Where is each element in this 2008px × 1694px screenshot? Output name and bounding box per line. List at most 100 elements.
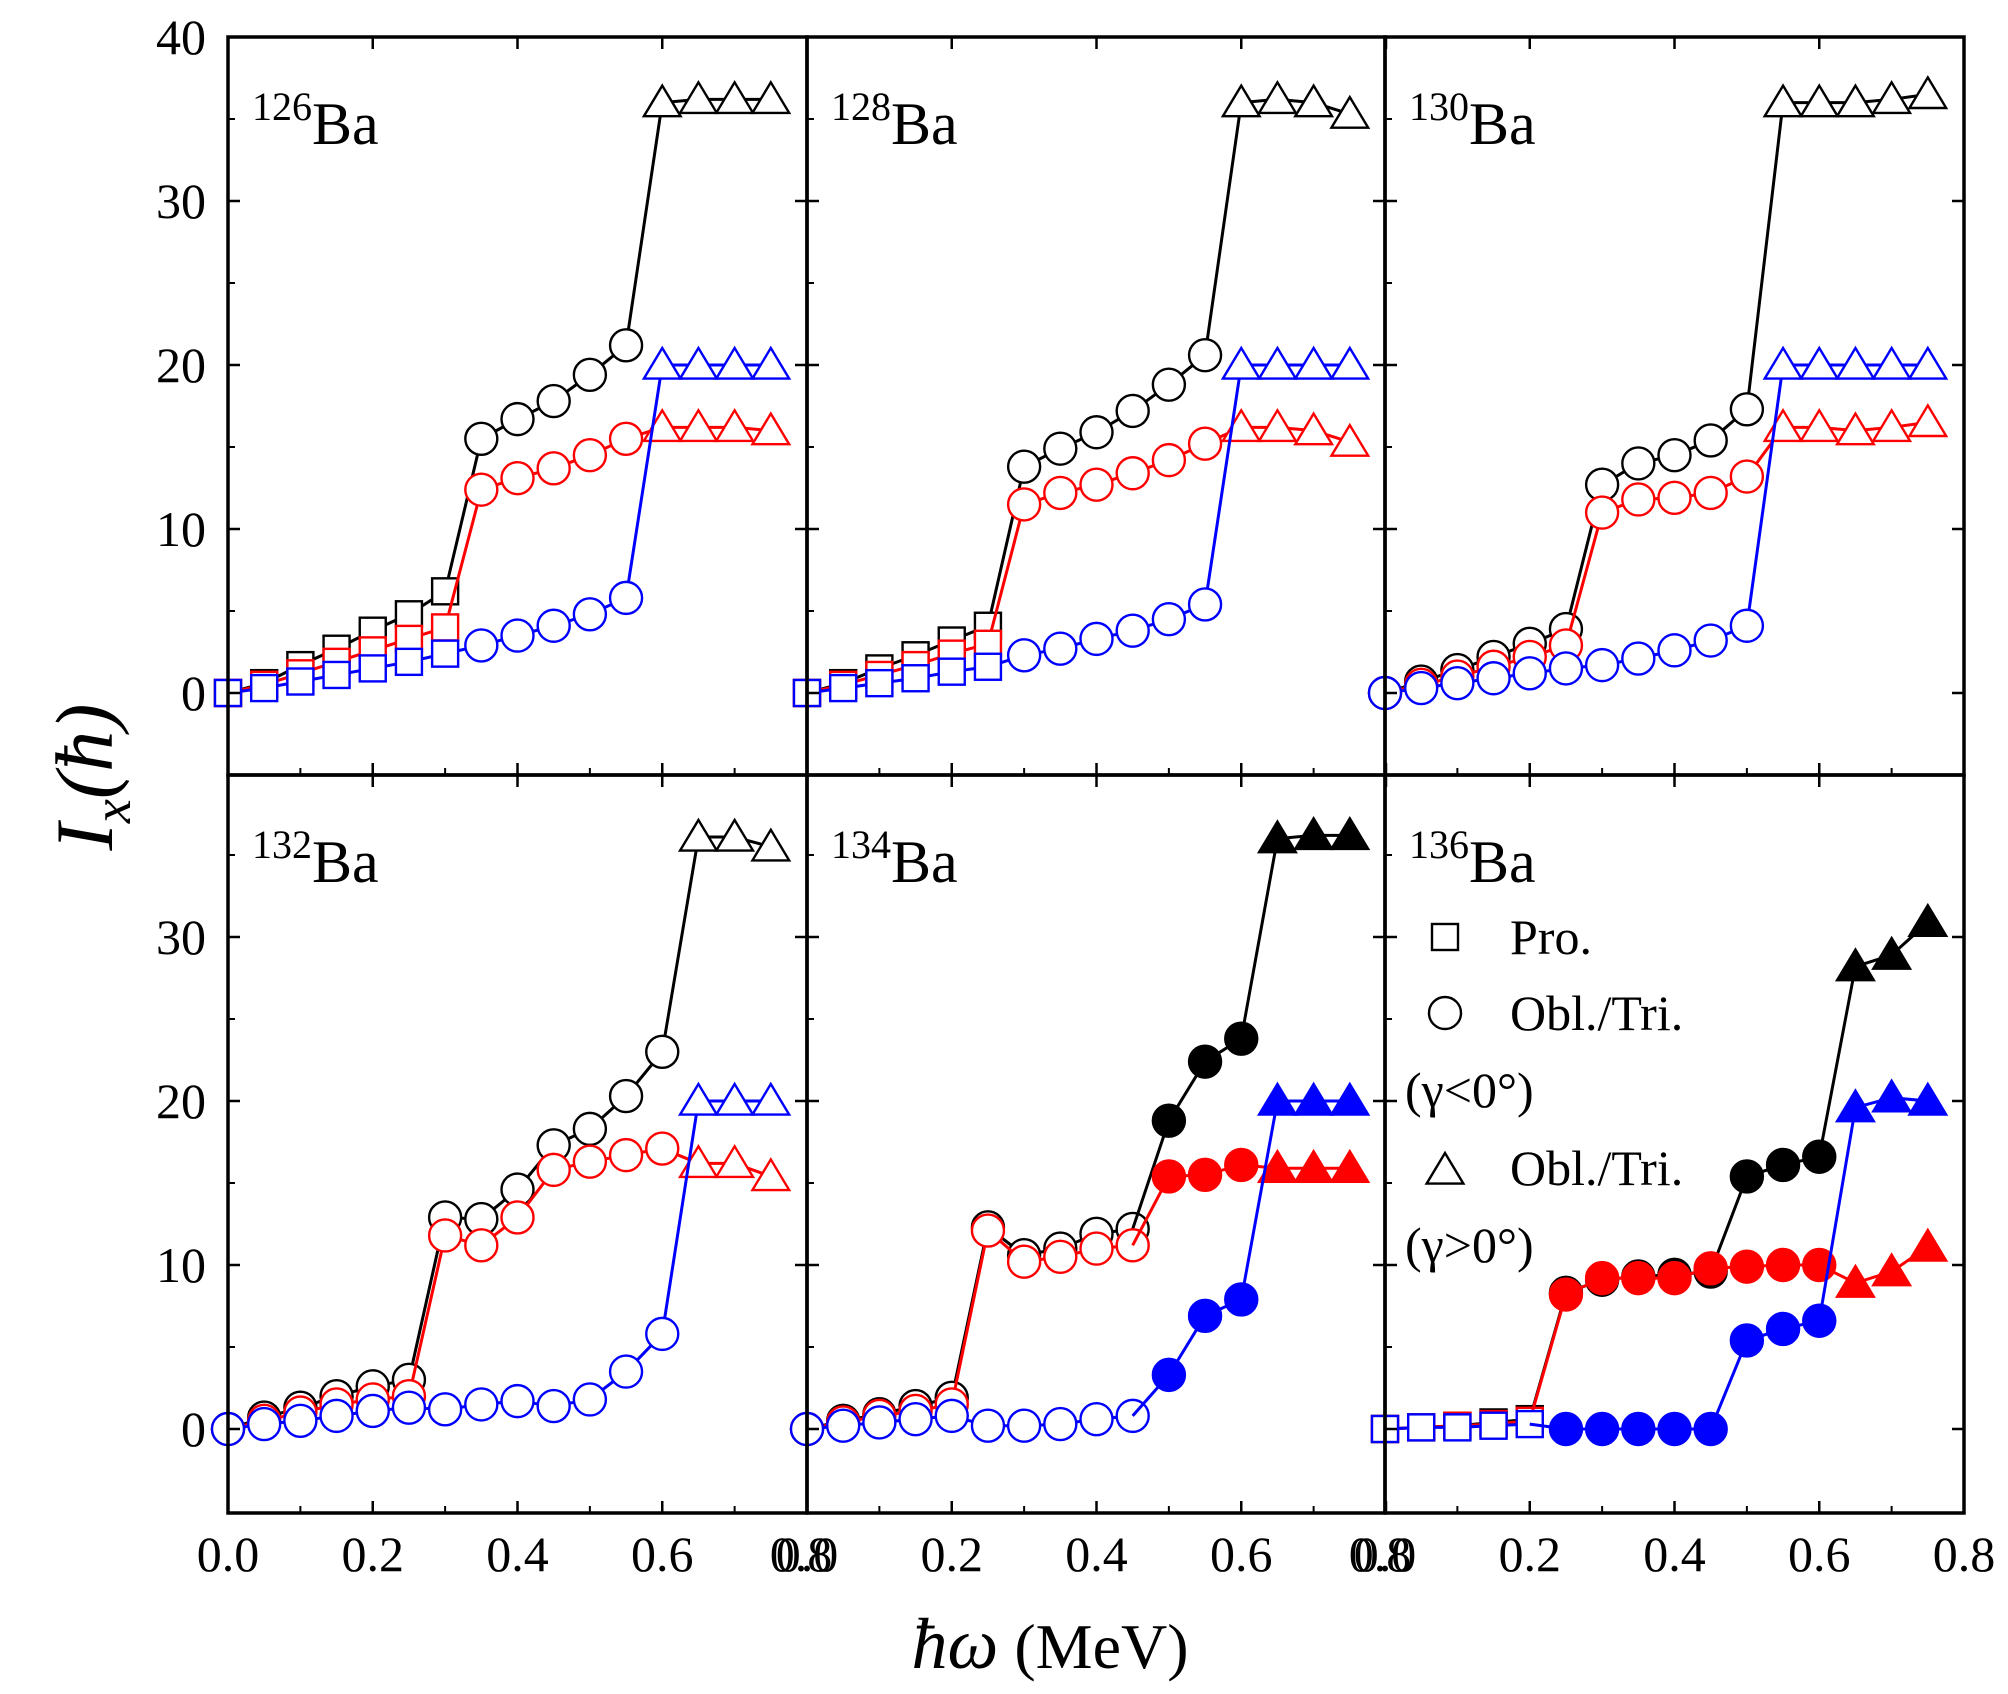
- legend-label: Pro.: [1510, 909, 1592, 965]
- data-point: [1220, 345, 1262, 380]
- data-point: [645, 1034, 680, 1070]
- data-point: [319, 1398, 354, 1434]
- y-tick-label: 40: [156, 9, 206, 65]
- data-point: [1871, 935, 1913, 970]
- data-point: [1729, 392, 1765, 427]
- data-point: [1729, 1323, 1765, 1358]
- data-point: [608, 580, 644, 616]
- data-point: [714, 407, 756, 443]
- data-point: [1729, 608, 1765, 643]
- y-axis-label-symbol: I: [39, 819, 130, 851]
- series-line: [227, 425, 771, 695]
- panel-label-element: Ba: [312, 91, 379, 157]
- data-point: [645, 1131, 680, 1166]
- series-line: [806, 1414, 1133, 1431]
- data-point: [1151, 1159, 1187, 1194]
- series-line: [806, 1227, 1133, 1431]
- x-axis-label: ħω (MeV): [912, 1604, 1189, 1684]
- data-point: [1440, 665, 1475, 701]
- data-point: [1406, 1413, 1436, 1442]
- data-point: [1043, 475, 1078, 511]
- data-point: [1293, 411, 1335, 446]
- panel-136Ba: 0.0 0.2 0.4 0.6 0.8 136Ba: [1354, 775, 1995, 1582]
- data-point: [714, 1081, 756, 1116]
- data-point: [1043, 1406, 1078, 1442]
- data-point: [1187, 1157, 1223, 1193]
- panel-label-element: Ba: [891, 91, 958, 157]
- data-point: [1403, 670, 1439, 706]
- data-point: [645, 1316, 680, 1352]
- x-axis-label-symbol: ħω: [912, 1604, 999, 1684]
- data-point: [973, 652, 1003, 681]
- data-point: [572, 438, 608, 473]
- panel-label: 136Ba: [1409, 822, 1536, 895]
- data-point: [1151, 367, 1187, 402]
- series-red-open: [792, 407, 1371, 708]
- data-point: [1256, 1148, 1298, 1184]
- series-line: [227, 1099, 771, 1431]
- data-point: [1079, 1401, 1114, 1437]
- panel-label: 128Ba: [831, 84, 958, 157]
- data-point: [1871, 79, 1913, 115]
- data-point: [1187, 1298, 1223, 1334]
- data-point: [750, 1081, 792, 1116]
- panel-132Ba: 0 10 20 30 0.0 0.2 0.4 0.6 0.8 132Ba: [156, 775, 832, 1582]
- legend-label: Obl./Tri.: [1510, 985, 1683, 1041]
- data-point: [1693, 475, 1728, 511]
- y-tick-label: 0: [181, 1401, 206, 1457]
- data-point: [1151, 1357, 1187, 1393]
- data-point: [1115, 393, 1150, 429]
- data-point: [1256, 407, 1298, 443]
- legend-entry: Obl./Tri.: [1427, 985, 1683, 1041]
- panel-128Ba: 128Ba: [792, 35, 1388, 775]
- data-point: [1006, 1408, 1042, 1443]
- series-blue-filled: [1529, 1078, 1949, 1447]
- data-point: [1220, 83, 1262, 118]
- data-point: [1621, 1411, 1656, 1447]
- series-black-open: [792, 79, 1371, 708]
- legend-label: Obl./Tri.: [1510, 1140, 1683, 1196]
- ticks: [805, 775, 1388, 1513]
- data-point: [1224, 1282, 1259, 1317]
- data-point: [1762, 345, 1804, 380]
- panel-label-element: Ba: [891, 829, 958, 895]
- x-tick-label: 0.4: [1065, 1526, 1128, 1582]
- panel-134Ba: 0.0 0.2 0.4 0.6 0.8 134Ba: [776, 775, 1412, 1582]
- data-point: [249, 673, 279, 703]
- x-tick-label: 0.6: [1788, 1526, 1851, 1582]
- series-black-open: [210, 817, 792, 1447]
- data-point: [1871, 345, 1913, 380]
- data-point: [1187, 426, 1223, 461]
- series-line: [1384, 420, 1929, 695]
- data-point: [608, 328, 644, 363]
- series-red-filled: [1131, 1147, 1371, 1247]
- data-point: [1256, 345, 1298, 380]
- data-point: [464, 628, 499, 663]
- data-point: [1329, 1148, 1371, 1184]
- series-line: [1384, 363, 1928, 695]
- data-point: [1115, 613, 1150, 648]
- data-point: [1548, 1411, 1584, 1447]
- legend: Pro. Obl./Tri. (γ<0°) Obl./Tri. (γ>0°): [1405, 909, 1683, 1273]
- data-point: [322, 660, 351, 690]
- x-tick-label: 0.6: [1210, 1526, 1273, 1582]
- data-point: [1834, 947, 1876, 982]
- panel-130Ba: 130Ba: [1367, 35, 1966, 775]
- panel-label: 132Ba: [252, 822, 379, 895]
- data-point: [750, 1157, 792, 1192]
- legend-entry: Pro.: [1430, 909, 1592, 965]
- data-point: [1729, 1249, 1765, 1284]
- panel-frames: [226, 35, 1966, 1515]
- panel-label-element: Ba: [312, 829, 379, 895]
- data-point: [750, 827, 792, 862]
- data-point: [1657, 1411, 1692, 1447]
- x-tick-label: 0.8: [1349, 1526, 1412, 1582]
- data-point: [464, 1387, 499, 1422]
- x-tick-label: 0.2: [921, 1526, 984, 1582]
- data-point: [1802, 1303, 1837, 1338]
- data-point: [572, 1144, 608, 1179]
- data-point: [1293, 345, 1335, 380]
- data-point: [1584, 1260, 1620, 1296]
- legend-label: (γ<0°): [1405, 1062, 1534, 1118]
- data-point: [677, 79, 719, 115]
